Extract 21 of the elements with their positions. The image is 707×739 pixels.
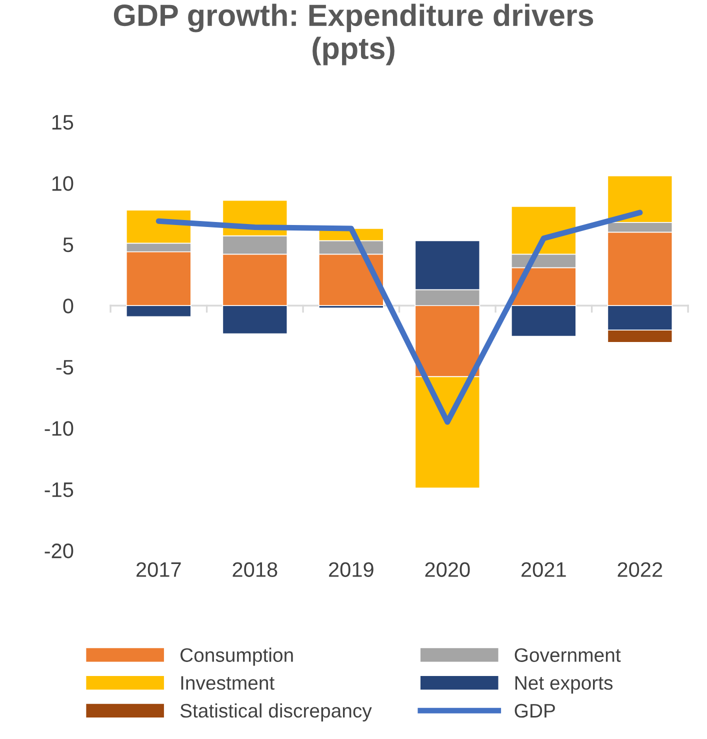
- legend-label: GDP: [514, 704, 555, 718]
- x-tick-label: 2021: [522, 562, 566, 577]
- legend-label: Government: [514, 648, 621, 662]
- legend-label: Investment: [181, 676, 274, 690]
- legend-label: Statistical discrepancy: [180, 703, 372, 722]
- y-tick-label: -20: [44, 544, 74, 558]
- y-tick-label: 10: [52, 176, 74, 191]
- y-tick-label: 15: [52, 115, 74, 130]
- legend-label: Net exports: [515, 676, 613, 694]
- legend-label: Consumption: [180, 648, 293, 666]
- x-tick-label: 2019: [329, 562, 374, 577]
- x-tick-label: 2020: [425, 562, 470, 577]
- y-tick-label: -15: [44, 482, 74, 498]
- y-tick-label: -10: [44, 421, 74, 436]
- x-tick-label: 2017: [136, 562, 181, 577]
- y-tick-label: -5: [56, 360, 74, 375]
- y-tick-label: 5: [63, 238, 74, 252]
- chart-title: GDP growth: Expenditure drivers (ppts): [114, 4, 594, 66]
- x-tick-label: 2022: [618, 562, 662, 577]
- y-tick-label: 0: [63, 298, 74, 314]
- x-tick-label: 2018: [232, 562, 278, 577]
